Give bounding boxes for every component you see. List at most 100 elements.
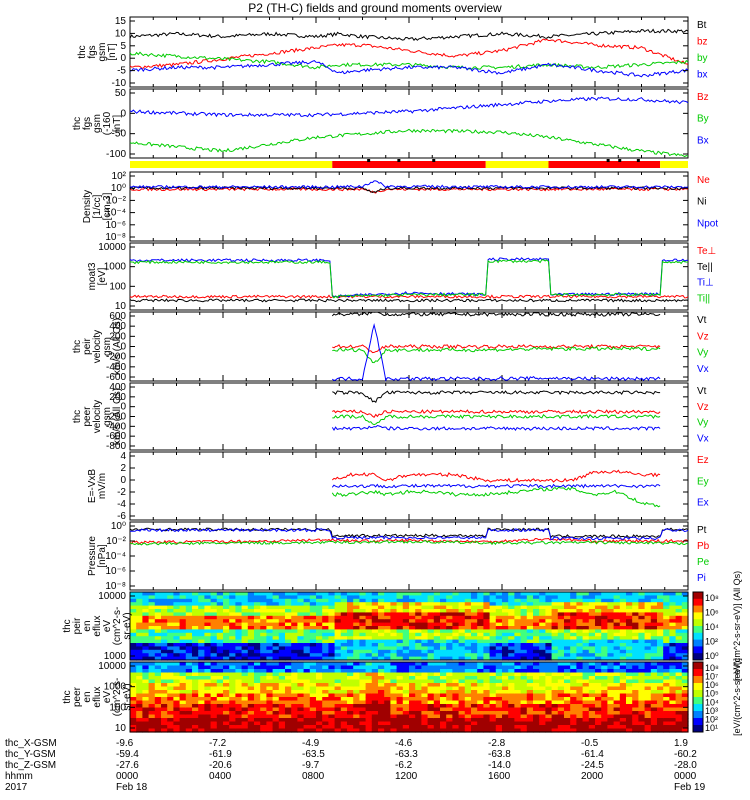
peir-spectrogram-cell [179,612,187,617]
peir-spectrogram-cell [613,615,621,620]
peir-spectrogram-cell [644,609,652,613]
peir-spectrogram-cell [130,629,137,634]
peir-spectrogram-colorbar-cell [693,600,703,603]
peer-spectrogram-cell [173,662,181,667]
peir-spectrogram-cell [154,605,162,610]
peir-spectrogram-cell [526,615,534,620]
peir-spectrogram-cell [409,629,416,634]
peir-spectrogram-cell [502,602,509,607]
peir-spectrogram-cell [198,636,205,641]
peer-spectrogram-cell [427,707,435,712]
peer-spectrogram-cell [179,672,187,677]
peer-spectrogram-cell [309,704,317,709]
peir-spectrogram-cell [216,598,224,603]
peir-spectrogram-cell [185,615,193,620]
peir-spectrogram-cell [520,653,528,658]
peer-spectrogram-cell [626,665,633,670]
peer-spectrogram-cell [334,725,342,730]
peir-spectrogram-cell [347,643,354,647]
peir-spectrogram-cell [216,612,224,617]
peer-spectrogram-cell [223,728,230,733]
peir-spectrogram-cell [415,629,422,634]
peer-spectrogram-cell [297,721,305,726]
peir-spectrogram-cell [514,605,522,610]
peir-spectrogram-cell [278,632,286,637]
peir-spectrogram-cell [154,615,162,620]
peir-spectrogram-cell [681,592,689,596]
peir-spectrogram-cell [458,632,466,637]
peer-spectrogram-colorbar-tick: 10⁶ [705,680,719,690]
peer-spectrogram-cell [371,714,379,719]
peer-spectrogram-cell [254,725,261,730]
peer-spectrogram-cell [681,690,689,695]
peer-spectrogram-cell [601,679,608,684]
peir-spectrogram-cell [607,602,615,607]
peir-spectrogram-cell [588,646,596,651]
peir-spectrogram-cell [588,629,596,634]
peir-spectrogram-cell [272,656,280,661]
peer-spectrogram-cell [464,679,472,684]
peer-spectrogram-cell [185,669,193,674]
peir-spectrogram-cell [489,619,497,624]
peer-spectrogram-ylabel-line: eV [102,691,113,704]
peer-spectrogram-cell [675,711,683,716]
peer-spectrogram-cell [619,686,627,691]
peir-spectrogram-cell [384,643,391,647]
peer-spectrogram-cell [489,693,497,698]
peir-spectrogram-cell [371,612,379,617]
peir-spectrogram-cell [309,598,317,603]
peir-spectrogram-cell [371,629,379,634]
peir-spectrogram-cell [161,646,168,651]
peer-spectrogram-cell [167,714,174,719]
peer-spectrogram-cell [390,665,398,670]
peir-spectrogram-cell [390,646,398,651]
peer-spectrogram-cell [235,704,243,709]
peir-spectrogram-cell [675,626,683,630]
peer-spectrogram-cell [359,700,367,705]
peir-velocity-series-Vy [332,346,661,364]
peer-spectrogram-cell [508,690,515,695]
peir-spectrogram-cell [402,622,410,627]
peer-spectrogram-cell [328,665,336,670]
peir-spectrogram-cell [260,656,267,661]
peer-spectrogram-cell [657,728,664,733]
peer-spectrogram-cell [545,693,553,698]
peer-spectrogram-cell [154,714,162,719]
peir-spectrogram-cell [545,656,553,661]
peir-spectrogram-cell [681,643,689,647]
peir-spectrogram-cell [508,626,515,630]
peer-spectrogram-cell [216,725,224,730]
peir-spectrogram-cell [669,653,677,658]
peer-spectrogram-cell [427,693,435,698]
peer-spectrogram-cell [663,662,670,667]
peer-spectrogram-cell [632,697,639,702]
peer-spectrogram-cell [161,711,168,716]
peir-spectrogram-cell [229,636,236,641]
peir-spectrogram-cell [489,649,497,654]
peir-spectrogram-cell [681,615,689,620]
peer-spectrogram-cell [452,725,460,730]
peir-spectrogram-cell [638,592,646,596]
peer-velocity-ytick-label: 0 [120,402,126,413]
peer-spectrogram-cell [254,711,261,716]
peir-spectrogram-cell [185,629,193,634]
peir-spectrogram-cell [619,619,627,624]
peir-spectrogram-cell [440,653,447,658]
peir-spectrogram-cell [533,595,540,600]
peir-spectrogram-cell [663,605,670,610]
peer-spectrogram-cell [564,672,571,677]
peir-spectrogram-cell [303,615,311,620]
peir-spectrogram-cell [526,636,534,641]
peer-spectrogram-cell [595,697,602,702]
peer-spectrogram-cell [514,683,522,688]
peer-spectrogram-cell [607,690,615,695]
peir-spectrogram-cell [136,629,143,634]
peir-spectrogram-cell [446,646,453,651]
peir-spectrogram-cell [210,609,218,613]
peer-spectrogram-cell [588,721,596,726]
peer-spectrogram-cell [675,669,683,674]
peir-spectrogram-cell [347,636,354,641]
peir-spectrogram-cell [632,629,639,634]
peir-spectrogram-colorbar-cell [693,597,703,600]
peir-spectrogram-cell [576,649,584,654]
